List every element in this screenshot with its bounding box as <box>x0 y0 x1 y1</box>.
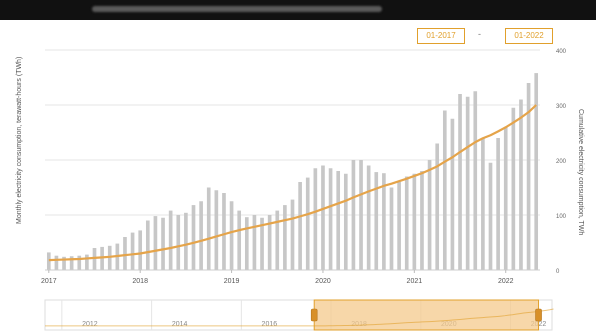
bar <box>138 230 143 270</box>
range-separator: - <box>478 29 481 39</box>
bar <box>496 138 500 270</box>
bar <box>450 118 455 270</box>
bar <box>199 201 203 270</box>
bar <box>435 143 440 270</box>
bar <box>214 190 219 270</box>
bar <box>412 173 417 270</box>
bar <box>130 232 135 270</box>
y-tick-label-right: 400 <box>556 49 567 55</box>
x-tick-label: 2019 <box>224 278 240 285</box>
bar <box>488 162 493 270</box>
bar <box>260 217 264 270</box>
x-tick-label: 2018 <box>132 278 148 285</box>
bar <box>161 217 165 270</box>
bar <box>481 138 485 270</box>
bar <box>145 220 150 270</box>
bar <box>328 168 333 270</box>
bar <box>519 99 523 270</box>
range-start-input[interactable]: 01-2017 <box>417 28 465 44</box>
bar <box>168 210 173 270</box>
navigator-handle-right[interactable] <box>535 308 542 322</box>
bar <box>191 205 196 270</box>
blurred-title <box>92 6 382 12</box>
bar <box>404 176 409 270</box>
x-tick-label: 2017 <box>41 278 57 285</box>
bar <box>62 256 66 270</box>
bar <box>305 177 310 270</box>
navigator-tick-label: 2012 <box>82 321 98 328</box>
bar <box>252 215 257 270</box>
bar <box>458 94 462 270</box>
bar <box>77 255 82 270</box>
y-tick-label-right: 300 <box>556 104 567 110</box>
title-bar <box>0 0 596 20</box>
bar <box>503 127 508 270</box>
bar <box>85 254 89 270</box>
bar <box>397 182 401 270</box>
bar <box>290 199 295 270</box>
x-tick-label: 2020 <box>315 278 331 285</box>
bar <box>153 216 158 270</box>
bar <box>267 215 272 270</box>
navigator-line <box>45 308 554 327</box>
bar <box>222 193 226 270</box>
bar <box>427 160 432 270</box>
y-tick-label-right: 0 <box>556 269 560 275</box>
bar <box>343 173 348 270</box>
bar <box>389 187 394 270</box>
navigator-handle-left[interactable] <box>310 308 318 322</box>
bar <box>123 237 127 270</box>
bar <box>206 187 211 270</box>
bar <box>336 171 341 270</box>
bar <box>46 252 51 270</box>
bar <box>465 96 470 270</box>
bar <box>374 172 379 270</box>
bar <box>534 73 539 270</box>
y-tick-label-right: 200 <box>556 159 567 165</box>
bar <box>176 215 181 270</box>
bar <box>321 165 325 270</box>
bar <box>184 212 188 270</box>
y-tick-label-right: 100 <box>556 214 567 220</box>
range-end-input[interactable]: 01-2022 <box>505 28 553 44</box>
bar <box>351 160 356 270</box>
bar <box>69 256 74 270</box>
bar <box>442 110 447 270</box>
navigator-tick-label: 2016 <box>262 321 278 328</box>
bar <box>526 83 531 270</box>
bar <box>275 210 280 270</box>
bar <box>244 217 249 270</box>
bar <box>54 255 59 270</box>
bar <box>237 210 242 270</box>
bar <box>382 173 386 270</box>
bar <box>511 107 516 270</box>
cumulative-line <box>48 104 537 262</box>
navigator-tick-label: 2014 <box>172 321 188 328</box>
bar <box>359 160 363 270</box>
bar <box>229 201 234 270</box>
x-tick-label: 2021 <box>407 278 423 285</box>
bar <box>473 91 478 270</box>
bar <box>366 165 371 270</box>
bar <box>298 182 302 270</box>
bar <box>283 205 287 270</box>
bar <box>313 168 318 270</box>
x-tick-label: 2022 <box>498 278 514 285</box>
bar <box>420 171 424 270</box>
